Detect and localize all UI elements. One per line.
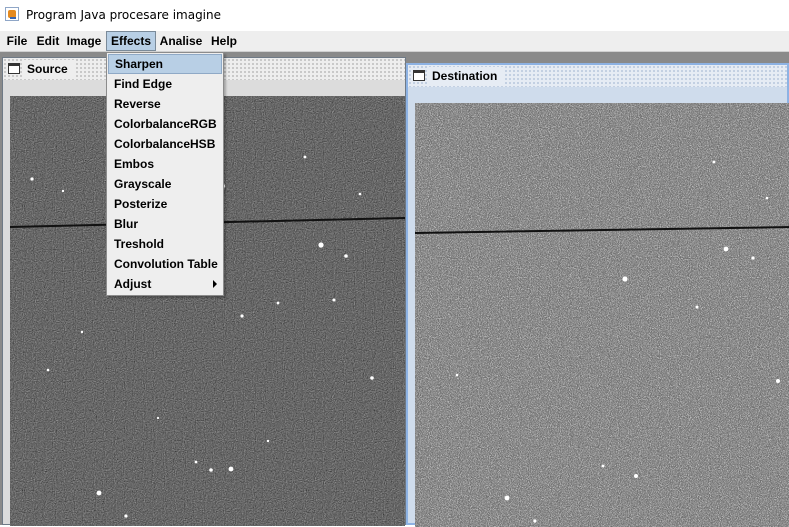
menu-item-grayscale[interactable]: Grayscale xyxy=(114,177,172,191)
menu-help[interactable]: Help xyxy=(210,34,237,48)
menu-item-blur[interactable]: Blur xyxy=(114,217,138,231)
menu-item-treshold[interactable]: Treshold xyxy=(114,237,165,251)
destination-frame[interactable]: Destination xyxy=(406,63,789,527)
menu-item-posterize[interactable]: Posterize xyxy=(114,197,168,211)
frame-icon xyxy=(8,63,20,74)
window-title: Program Java procesare imagine xyxy=(26,8,222,22)
destination-image-noise xyxy=(415,103,789,527)
menu-item-reverse[interactable]: Reverse xyxy=(114,97,161,111)
destination-image[interactable] xyxy=(415,103,789,527)
destination-frame-title-bar[interactable]: Destination xyxy=(408,65,787,87)
menu-item-sharpen[interactable]: Sharpen xyxy=(108,54,222,74)
menu-item-colorbalance-rgb[interactable]: ColorbalanceRGB xyxy=(114,117,217,131)
destination-frame-title: Destination xyxy=(428,67,504,85)
menu-edit[interactable]: Edit xyxy=(36,34,60,48)
menu-file[interactable]: File xyxy=(6,34,28,48)
menu-effects[interactable]: Effects xyxy=(106,31,156,51)
menu-item-find-edge[interactable]: Find Edge xyxy=(114,77,172,91)
menu-item-embos[interactable]: Embos xyxy=(114,157,155,171)
menu-item-adjust[interactable]: Adjust xyxy=(108,274,222,294)
menu-item-convolution-table[interactable]: Convolution Table xyxy=(114,257,218,271)
window-title-bar[interactable]: Program Java procesare imagine xyxy=(0,0,789,30)
frame-icon xyxy=(413,70,425,81)
menu-item-adjust-label: Adjust xyxy=(114,277,152,291)
menu-analise[interactable]: Analise xyxy=(159,34,203,48)
menu-image[interactable]: Image xyxy=(66,34,102,48)
submenu-arrow-icon xyxy=(213,280,217,288)
java-app-icon xyxy=(5,7,19,21)
source-frame-title: Source xyxy=(23,60,74,78)
effects-dropdown-menu: Sharpen Find Edge Reverse ColorbalanceRG… xyxy=(106,52,224,296)
menu-item-colorbalance-hsb[interactable]: ColorbalanceHSB xyxy=(114,137,216,151)
menu-bar: File Edit Image Effects Analise Help xyxy=(0,31,789,52)
